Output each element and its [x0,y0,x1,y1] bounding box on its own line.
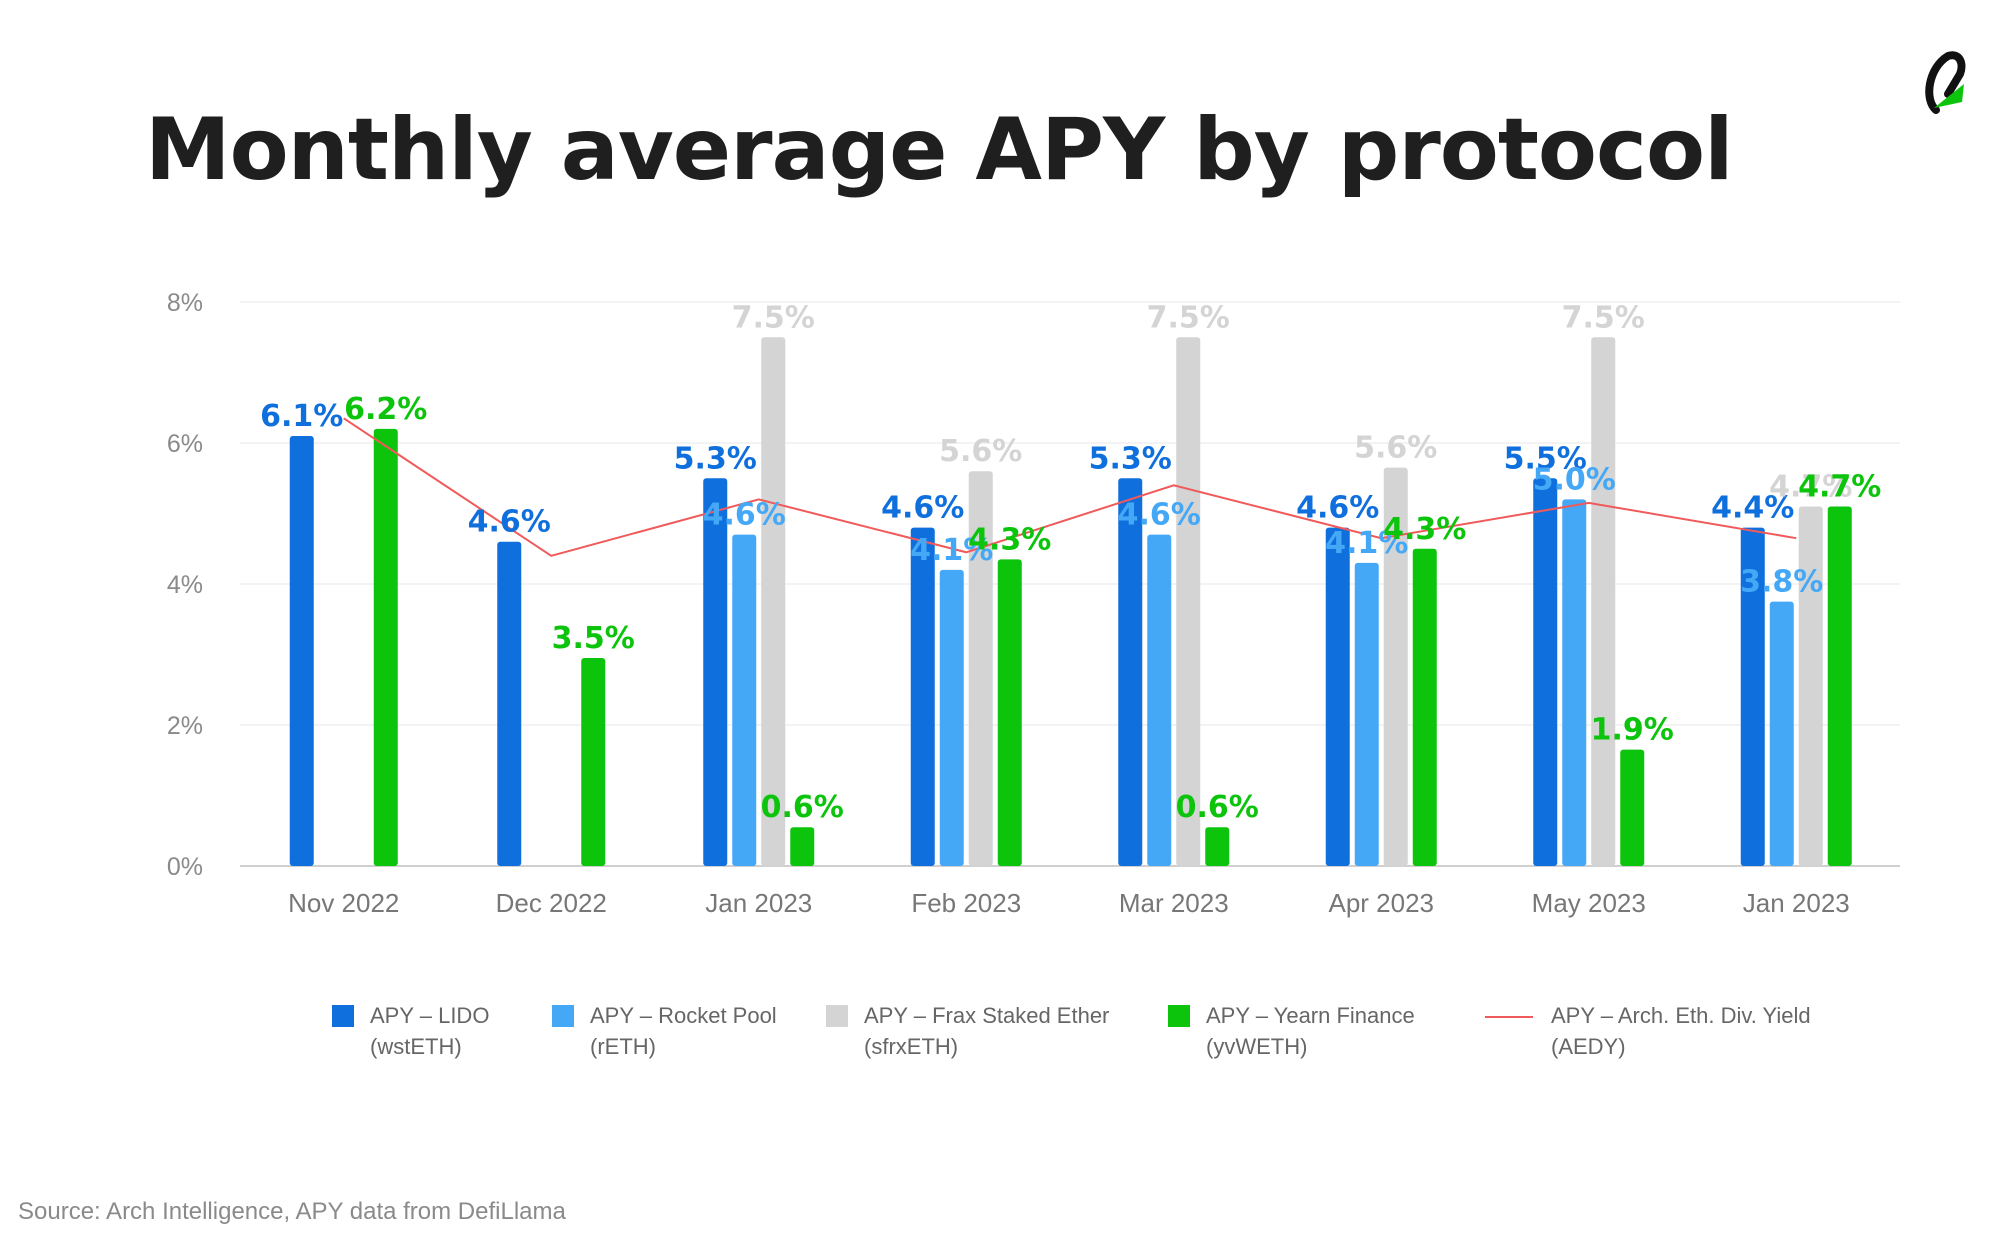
bar-apy-yearn-finance-5 [1412,548,1437,866]
bar-apy-lido-6 [1533,478,1558,866]
data-label: 4.7% [1798,469,1881,504]
y-tick-label: 6% [167,430,203,458]
data-label: 4.6% [468,505,551,540]
legend-swatch [1168,1005,1190,1027]
bar-apy-yearn-finance-0 [373,428,398,866]
bar-apy-rocket-pool-6 [1562,499,1587,866]
bar-apy-lido-3 [910,527,935,866]
bar-apy-lido-1 [497,541,522,866]
data-label: 3.5% [552,621,635,656]
data-label: 5.0% [1533,462,1616,497]
data-label: 4.6% [1296,491,1379,526]
bar-apy-yearn-finance-6 [1620,749,1645,866]
y-tick-label: 4% [167,571,203,599]
arch-logo-icon [1925,51,1966,114]
legend-item-apy-lido: APY – LIDO (wstETH) [332,1000,489,1062]
x-tick-label: Dec 2022 [496,888,607,918]
x-tick-label: Mar 2023 [1119,888,1229,918]
x-tick-label: Jan 2023 [705,888,812,918]
bar-apy-frax-staked-ether-5 [1383,467,1408,866]
data-label: 7.5% [1562,300,1645,335]
bar-apy-frax-staked-ether-6 [1591,337,1616,866]
bar-apy-rocket-pool-4 [1147,534,1172,866]
legend-label: APY – Rocket Pool (rETH) [590,1003,777,1059]
bar-apy-frax-staked-ether-2 [761,337,786,866]
bar-apy-frax-staked-ether-7 [1798,506,1823,866]
data-label: 5.3% [1089,441,1172,476]
x-tick-label: Feb 2023 [911,888,1021,918]
data-label: 3.8% [1740,565,1823,600]
data-label: 1.9% [1591,713,1674,748]
legend-label: APY – Frax Staked Ether (sfrxETH) [864,1003,1110,1059]
bar-apy-lido-4 [1118,478,1143,866]
data-label: 4.1% [910,533,993,568]
legend-item-apy-yearn-finance: APY – Yearn Finance (yvWETH) [1168,1000,1415,1062]
bar-apy-frax-staked-ether-4 [1176,337,1201,866]
legend-label: APY – LIDO (wstETH) [370,1003,490,1059]
legend-item-apy-rocket-pool: APY – Rocket Pool (rETH) [552,1000,777,1062]
bar-apy-lido-0 [289,435,314,866]
y-tick-label: 8% [167,289,203,317]
data-label: 5.6% [939,434,1022,469]
data-label: 4.1% [1325,526,1408,561]
data-label: 7.5% [1147,300,1230,335]
data-label: 4.4% [1711,491,1794,526]
chart-title: Monthly average APY by protocol [145,100,1734,200]
y-tick-label: 0% [167,853,203,881]
bar-apy-yearn-finance-2 [790,827,815,866]
x-tick-label: Nov 2022 [288,888,399,918]
data-label: 4.3% [1383,512,1466,547]
data-label: 5.5% [1504,441,1587,476]
data-label: 5.3% [674,441,757,476]
data-label: 6.2% [344,392,427,427]
bar-apy-lido-5 [1325,527,1350,866]
line-apy-arch-eth-div-yield [343,417,1797,557]
data-label: 0.6% [1176,790,1259,825]
data-label: 4.6% [1118,498,1201,533]
legend-label: APY – Arch. Eth. Div. Yield (AEDY) [1551,1003,1811,1059]
bar-apy-yearn-finance-3 [997,559,1022,866]
bar-apy-rocket-pool-5 [1354,562,1379,866]
source-note: Source: Arch Intelligence, APY data from… [18,1198,566,1225]
bar-apy-yearn-finance-1 [581,658,606,866]
legend-label: APY – Yearn Finance (yvWETH) [1206,1003,1415,1059]
data-label: 4.3% [968,522,1051,557]
data-label: 4.6% [703,498,786,533]
bar-apy-rocket-pool-7 [1769,601,1794,866]
legend-swatch [552,1005,574,1027]
data-label: 5.6% [1354,431,1437,466]
bar-apy-rocket-pool-2 [732,534,757,866]
legend-swatch [332,1005,354,1027]
y-tick-label: 2% [167,712,203,740]
apy-bar-chart: 0% 2% 4% 6% 8% Nov 2022 Dec 2022 Jan 2023 Feb 20… [167,289,1900,918]
bar-apy-yearn-finance-4 [1205,827,1230,866]
bar-apy-frax-staked-ether-3 [968,471,993,866]
bar-apy-lido-2 [703,478,728,866]
legend-item-apy-arch-eth-div-yield: APY – Arch. Eth. Div. Yield (AEDY) [1485,1000,1811,1062]
data-label: 6.1% [260,399,343,434]
data-label: 4.6% [881,491,964,526]
bar-apy-rocket-pool-3 [939,569,964,866]
bar-apy-yearn-finance-7 [1827,506,1852,866]
x-tick-label: May 2023 [1532,888,1646,918]
bar-apy-lido-7 [1740,527,1765,866]
legend-swatch [826,1005,848,1027]
chart-legend: APY – LIDO (wstETH) APY – Rocket Pool (rETH… [0,1000,2000,1090]
legend-item-apy-frax-staked-ether: APY – Frax Staked Ether (sfrxETH) [826,1000,1109,1062]
legend-swatch [1485,1016,1533,1018]
data-label: 7.5% [732,300,815,335]
x-tick-label: Apr 2023 [1328,888,1434,918]
x-tick-label: Jan 2023 [1743,888,1850,918]
data-label: 4.7% [1769,469,1852,504]
data-label: 0.6% [761,790,844,825]
